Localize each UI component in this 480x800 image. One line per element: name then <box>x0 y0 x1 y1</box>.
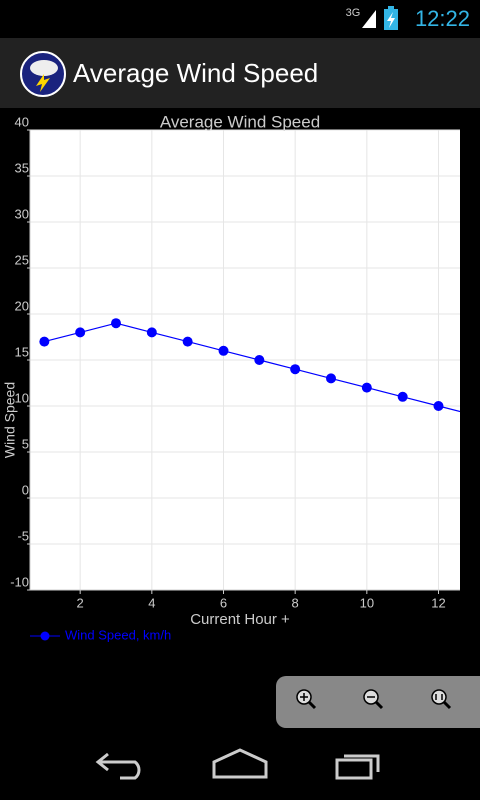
chart: -10 -5 0 5 10 15 20 25 30 35 40 2 4 6 8 10 12 Wind Speed,… <box>10 114 479 642</box>
x-tick-label: 4 <box>148 595 155 610</box>
y-tick-label: 30 <box>15 206 29 221</box>
y-tick-label: 40 <box>15 114 29 129</box>
x-tick-label: 2 <box>77 595 84 610</box>
y-tick-label: 25 <box>15 252 29 267</box>
point <box>326 373 336 384</box>
legend-marker <box>40 631 50 641</box>
y-tick-label: 5 <box>22 436 29 451</box>
zoom-reset-button[interactable] <box>431 689 452 710</box>
app-icon[interactable] <box>20 51 66 97</box>
y-tick-label: 15 <box>15 344 29 359</box>
signal-icon <box>362 10 376 28</box>
x-tick-label: 10 <box>360 595 374 610</box>
zoom-out-button[interactable] <box>363 689 384 710</box>
app-title: Average Wind Speed <box>73 58 318 88</box>
point <box>254 355 265 365</box>
home-button[interactable] <box>212 748 268 779</box>
y-tick-label: -10 <box>10 574 29 589</box>
recents-button[interactable] <box>335 754 380 780</box>
app-bar <box>0 38 480 108</box>
y-tick-label: 10 <box>15 390 29 405</box>
status-bar <box>0 0 480 38</box>
x-tick-label: 6 <box>220 595 227 610</box>
network: 3G <box>346 7 361 19</box>
back-button[interactable] <box>95 752 141 780</box>
y-tick-label: -5 <box>17 528 29 543</box>
x-tick-label: 12 <box>431 595 445 610</box>
clock: 12:22 <box>415 6 470 31</box>
y-tick-label: 20 <box>15 298 29 313</box>
point <box>39 336 50 347</box>
point <box>218 345 229 356</box>
point <box>433 401 444 411</box>
point <box>290 364 301 375</box>
point <box>146 327 157 338</box>
x-axis-label: Current Hour + <box>190 611 290 628</box>
y-axis-label: Wind Speed <box>2 382 18 458</box>
y-tick-label: 0 <box>22 482 29 497</box>
y-tick-label: 35 <box>15 160 29 175</box>
point <box>75 327 86 338</box>
x-tick-label: 8 <box>292 595 299 610</box>
point <box>361 382 372 393</box>
battery-cap <box>388 6 394 10</box>
legend-label: Wind Speed, km/h <box>65 627 171 642</box>
point <box>469 410 479 420</box>
chart-title: Average Wind Speed <box>160 112 320 131</box>
zoom-in-button[interactable] <box>296 689 317 710</box>
series-group <box>39 318 479 420</box>
battery-bolt <box>387 12 395 28</box>
point <box>397 391 408 402</box>
point <box>182 336 193 347</box>
point <box>111 318 121 329</box>
